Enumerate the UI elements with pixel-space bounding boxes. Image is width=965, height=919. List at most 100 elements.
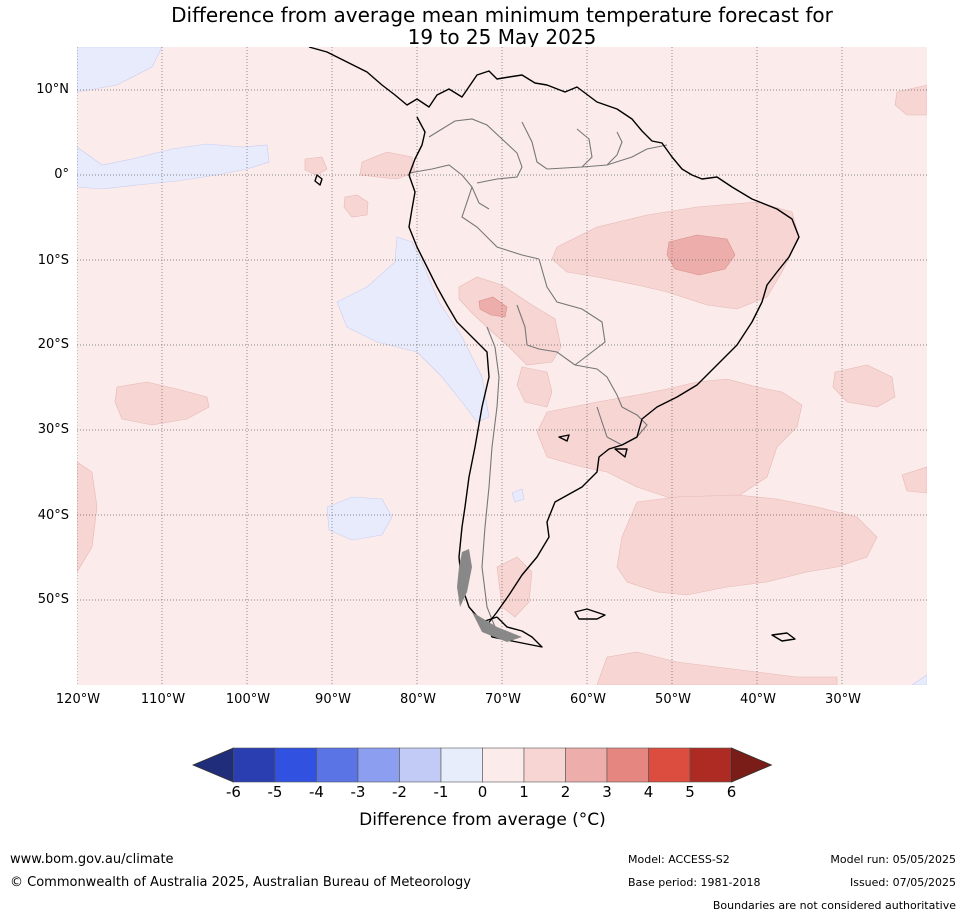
footer-issued: Issued: 07/05/2025 [849,876,956,889]
lat-label-10n: 10°N [36,82,69,97]
colorbar-segment [233,747,276,783]
lon-label-80w: 80°W [400,692,436,707]
colorbar-segment [482,747,525,783]
title-line-1: Difference from average mean minimum tem… [171,3,833,27]
colorbar-label: Difference from average (°C) [359,810,606,830]
title-line-2: 19 to 25 May 2025 [407,25,597,49]
colorbar-extend-low [191,747,234,783]
footer-disclaimer: Boundaries are not considered authoritat… [712,899,956,912]
border-colombia-peru [408,164,490,210]
lon-label-90w: 90°W [315,692,351,707]
colorbar-tick-minus1: -1 [433,783,449,801]
colorbar-tick-minus6: -6 [226,783,241,801]
colorbar-tick-minus4: -4 [309,783,324,801]
coastline-atlantic [308,47,800,648]
lon-label-30w: 30°W [825,692,861,707]
lon-label-50w: 50°W [655,692,691,707]
warm-region-brazil-core [666,234,736,276]
coastline [308,47,800,648]
country-borders [408,118,668,633]
lat-label-50s: 50°S [37,592,69,607]
colorbar-tick-minus2: -2 [392,783,407,801]
colorbar-tick-0: 0 [477,783,488,801]
lat-label-10s: 10°S [37,253,69,268]
warm-region-east-atlantic-south [832,364,896,408]
warm-region-east-atlantic-north [894,84,927,116]
coast-detail-1 [558,434,570,442]
border-suriname [606,131,623,166]
border-uruguay [606,406,648,446]
cool-region-equatorial-pacific [77,143,270,190]
warm-region-south-pacific-west [114,381,210,426]
colorbar-tick-6: 6 [726,783,737,801]
footer-website: www.bom.gov.au/climate [10,852,174,867]
cool-region-peru-chile-coast [336,236,490,423]
falkland-islands [574,608,606,620]
colorbar-segment [357,747,400,783]
warm-region-paraguay [516,366,553,408]
coastline-pacific [408,116,498,623]
lat-label-20s: 20°S [37,337,69,352]
warm-anomaly-regions-1-2 [77,84,927,685]
warm-region-south-atlantic-mid [616,494,878,596]
colorbar-segment [523,747,566,783]
border-peru-brazil [461,186,540,260]
lon-label-110w: 110°W [140,692,186,707]
colorbar-segment [565,747,608,783]
footer-copyright: © Commonwealth of Australia 2025, Austra… [10,875,471,890]
colorbar-tick-1: 1 [519,783,529,801]
colorbar-tick-3: 3 [602,783,612,801]
graticule [77,47,927,685]
cool-region-small-patagonia [511,488,525,503]
cool-region-northwest [77,47,163,93]
colorbar-tick-5: 5 [685,783,695,801]
colorbar-segment [399,747,442,783]
border-paraguay [574,364,623,408]
forecast-map [77,47,927,685]
tierra-del-fuego [472,612,522,642]
south-georgia [771,632,796,642]
colorbar-segment [606,747,649,783]
warm-region-east-atlantic-40s [901,466,927,494]
colorbar-segment [648,747,691,783]
map-canvas [77,47,927,685]
warm-region-small-east-pacific [343,194,369,218]
colorbar-tick-2: 2 [560,783,571,801]
border-chile-argentina [481,326,500,633]
border-colombia-venezuela [428,118,523,184]
colorbar-tick-minus5: -5 [267,783,283,801]
galapagos-islands [314,174,323,186]
southern-chile-islands [457,549,522,642]
colorbar-segment [440,747,483,783]
cool-region-southeast-corner [911,674,927,685]
warm-anomaly-regions-2-3 [478,234,736,318]
lat-label-40s: 40°S [37,508,69,523]
warm-region-galapagos [304,156,328,176]
footer-model: Model: ACCESS-S2 [628,853,730,866]
border-bolivia-brazil [538,258,606,366]
lon-label-40w: 40°W [740,692,776,707]
colorbar-segment [316,747,359,783]
colorbar-tick-minus3: -3 [350,783,366,801]
chart-title: Difference from average mean minimum tem… [77,4,927,48]
warm-region-drake-passage [596,651,838,685]
warm-region-south-atlantic [536,378,803,503]
lon-label-70w: 70°W [485,692,521,707]
lon-label-60w: 60°W [570,692,606,707]
colorbar-segment [274,747,317,783]
border-argentina-uruguay [596,406,608,438]
cool-region-southeast-pacific [326,496,393,541]
colorbar [190,745,775,785]
lon-label-100w: 100°W [225,692,271,707]
footer-base-period: Base period: 1981-2018 [628,876,761,889]
colorbar-graphic [191,747,773,783]
border-bolivia-argentina [516,304,576,366]
cool-anomaly-regions [77,47,927,685]
footer-model-run: Model run: 05/05/2025 [830,853,956,866]
coast-detail-2 [614,448,628,458]
warm-region-far-west [77,461,98,573]
lon-label-120w: 120°W [55,692,101,707]
colorbar-extend-high [731,747,773,783]
lat-label-0: 0° [54,167,69,182]
colorbar-segment [689,747,732,783]
